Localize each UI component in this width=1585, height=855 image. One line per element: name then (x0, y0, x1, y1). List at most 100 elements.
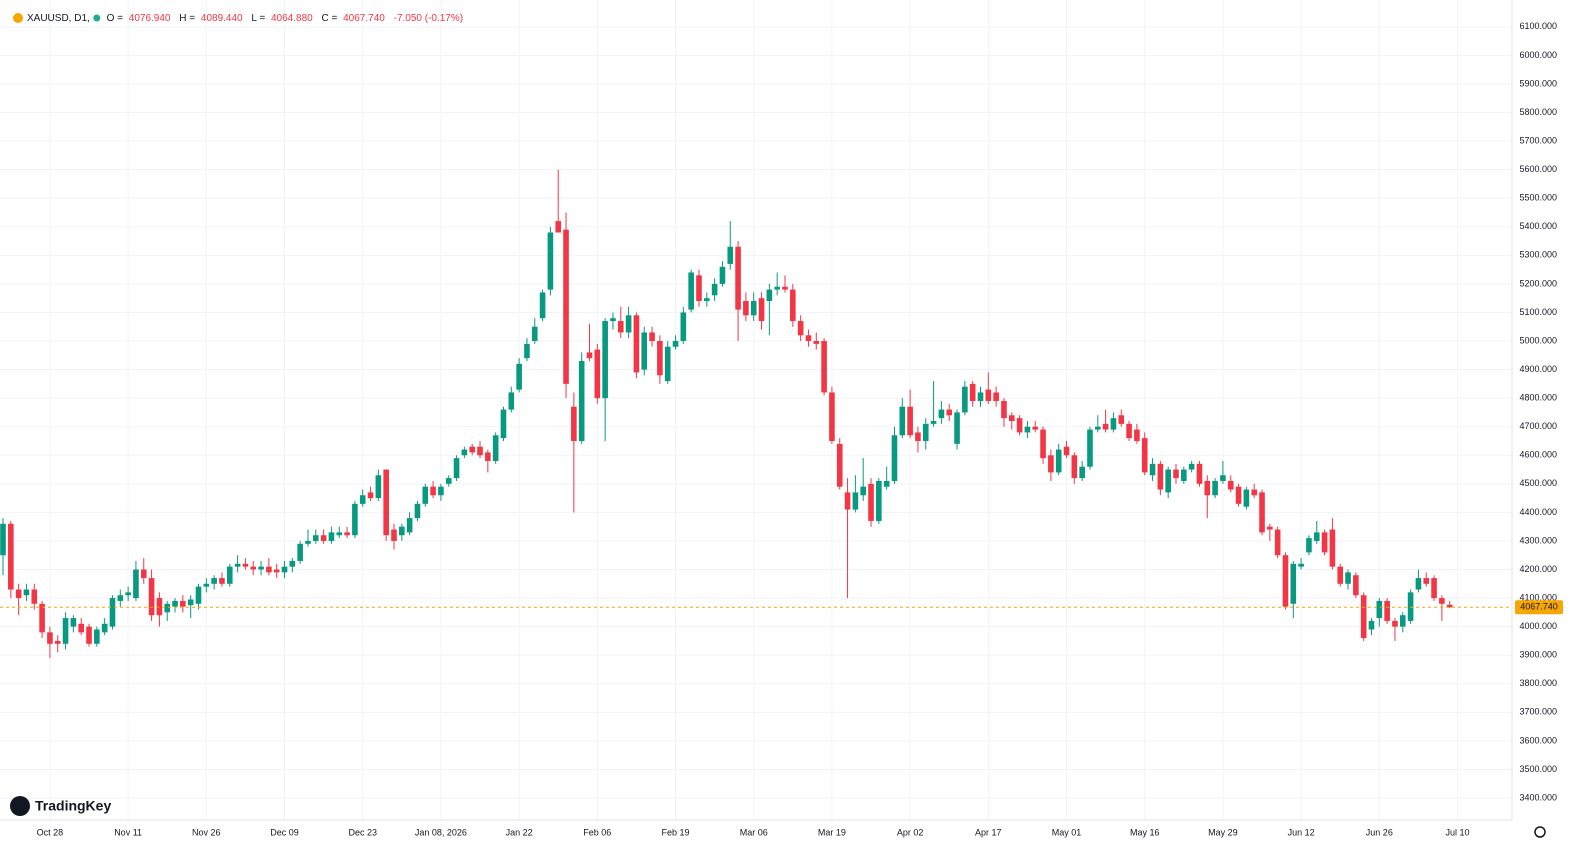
candle-body (187, 599, 194, 606)
candle-body (844, 492, 851, 510)
candle-body (797, 321, 804, 336)
y-tick-label: 6000.000 (1519, 50, 1557, 60)
candle-body (891, 435, 898, 481)
candle-body (813, 341, 820, 344)
y-tick-label: 5300.000 (1519, 250, 1557, 260)
high-label: H = (179, 13, 195, 24)
candle-body (555, 221, 562, 233)
candle-body (633, 315, 640, 373)
candle-body (1415, 578, 1422, 590)
low-value: 4064.880 (271, 13, 313, 24)
candle-body (1360, 595, 1367, 639)
last-price-badge (1515, 600, 1563, 615)
candle-body (359, 495, 366, 504)
x-tick-label: May 01 (1052, 827, 1082, 837)
y-tick-label: 5600.000 (1519, 164, 1557, 174)
candle-body (1298, 563, 1304, 567)
candle-body (946, 409, 953, 416)
candle-body (1188, 463, 1195, 470)
candle-body (1345, 572, 1351, 584)
x-tick-label: May 16 (1130, 827, 1160, 837)
candle-body (258, 566, 264, 570)
y-tick-label: 4600.000 (1519, 450, 1557, 460)
candle-body (1134, 429, 1140, 441)
candle-body (805, 335, 812, 342)
brand-name: TradingKey (35, 798, 111, 814)
candle-body (571, 406, 577, 441)
candle-body (78, 623, 84, 633)
candle-body (1149, 463, 1156, 476)
candle-body (524, 343, 530, 359)
candle-body (1290, 563, 1297, 604)
candle-body (922, 423, 929, 441)
candle-body (94, 629, 100, 644)
candle-body (657, 341, 663, 376)
candle-body (156, 598, 163, 616)
y-tick-label: 5400.000 (1519, 221, 1557, 231)
candle-body (563, 229, 569, 384)
candle-body (1259, 492, 1265, 533)
candle-body (399, 526, 405, 536)
candle-body (1181, 469, 1187, 481)
candle-body (1306, 538, 1312, 553)
low-label: L = (251, 13, 265, 24)
candle-body (1141, 438, 1148, 473)
candle-body (883, 480, 890, 487)
candle-body (829, 392, 835, 441)
candle-body (1399, 615, 1406, 627)
candle-body (1368, 620, 1375, 630)
candle-body (539, 292, 546, 319)
candle-body (1313, 532, 1320, 541)
candle-body (672, 341, 679, 347)
axes: 3400.000 3500.000 3600.000 3700.000 3800.000… (37, 21, 1563, 837)
candle-body (62, 618, 69, 644)
candle-body (852, 492, 859, 510)
candle-body (993, 392, 999, 402)
candle-body (336, 532, 343, 536)
brand-logo (10, 796, 30, 816)
candle-body (1376, 600, 1383, 619)
x-tick-label: Jan 08, 2026 (415, 827, 467, 837)
y-tick-label: 4700.000 (1519, 421, 1557, 431)
candle-body (383, 469, 389, 536)
candle-body (641, 332, 648, 370)
y-tick-label: 4100.000 (1519, 592, 1557, 602)
candle-body (1407, 592, 1414, 621)
candle-body (219, 578, 225, 584)
candle-body (1267, 526, 1273, 530)
symbol-icon (13, 13, 23, 23)
candle-body (172, 600, 178, 607)
grid (0, 0, 1512, 820)
candle-body (1024, 426, 1031, 433)
settings-button[interactable] (1534, 826, 1546, 838)
candle-body (391, 529, 397, 541)
candle-body (617, 321, 624, 333)
open-value: 4076.940 (129, 13, 171, 24)
y-tick-label: 5000.000 (1519, 335, 1557, 345)
candle-body (899, 406, 906, 436)
y-tick-label: 3700.000 (1519, 707, 1557, 717)
candle-body (1282, 555, 1289, 607)
candle-body (962, 386, 968, 413)
candle-body (1439, 598, 1445, 604)
candle-body (203, 583, 210, 587)
last-price-label: 4067.740 (1520, 602, 1558, 612)
candle-body (297, 543, 303, 561)
candle-body (445, 478, 452, 484)
candle-body (821, 341, 827, 393)
candle-body (1063, 446, 1070, 456)
candle-body (305, 540, 311, 544)
candle-body (453, 458, 460, 479)
x-tick-label: Nov 11 (114, 827, 142, 837)
candle-body (727, 246, 734, 264)
candle-body (868, 483, 874, 521)
candle-body (719, 266, 726, 284)
candle-body (1251, 489, 1257, 496)
candle-body (680, 312, 687, 342)
candle-body (1329, 529, 1336, 567)
candle-body (531, 326, 538, 342)
y-tick-label: 4400.000 (1519, 507, 1557, 517)
candle-body (1165, 469, 1171, 493)
